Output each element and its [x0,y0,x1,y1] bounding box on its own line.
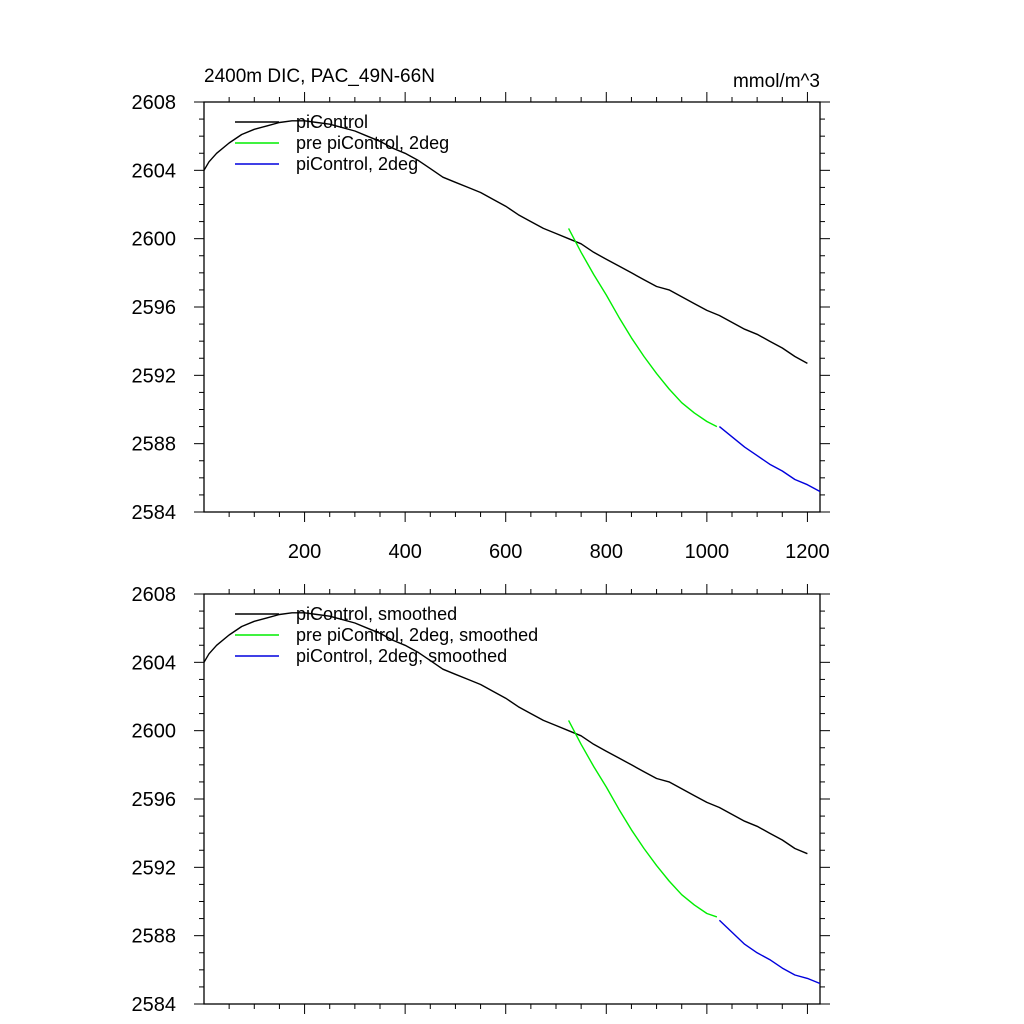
legend-label: piControl, 2deg [296,154,418,174]
y-tick-label: 2588 [132,926,177,948]
y-tick-label: 2608 [132,92,177,114]
panel-top: 2584 2588 2592 2596 2600 2604 2608 200 400 600 800… [132,92,830,563]
y-tick-label: 2584 [132,994,177,1016]
x-tick-label: 600 [489,541,522,563]
legend-label: piControl, 2deg, smoothed [296,646,507,666]
x-tick-label: 1200 [785,541,830,563]
y-tick-label: 2600 [132,229,177,251]
chart-title: 2400m DIC, PAC_49N-66N [204,66,435,87]
y-tick-label: 2592 [132,365,177,387]
y-tick-label: 2588 [132,434,177,456]
series-line [567,228,718,428]
units-label: mmol/m^3 [733,71,820,92]
y-tick-label: 2596 [132,789,177,811]
x-tick-label: 1000 [685,541,730,563]
legend-label: piControl, smoothed [296,604,457,624]
series-line [567,720,718,918]
series-line [718,426,821,493]
x-tick-label: 400 [388,541,421,563]
legend-label: pre piControl, 2deg, smoothed [296,625,538,645]
legend-label: pre piControl, 2deg [296,133,449,153]
series-line [203,120,808,365]
series-line [203,612,808,855]
y-tick-label: 2596 [132,297,177,319]
x-tick-label: 800 [590,541,623,563]
y-tick-label: 2604 [132,652,177,674]
y-tick-label: 2592 [132,857,177,879]
y-tick-label: 2604 [132,160,177,182]
series-line [718,919,821,985]
y-tick-label: 2608 [132,584,177,606]
panel-bottom: 2584 2588 2592 2596 2600 2604 2608 piControl, s… [132,584,830,1016]
legend-label: piControl [296,112,368,132]
x-tick-label: 200 [288,541,321,563]
y-tick-label: 2600 [132,721,177,743]
y-tick-label: 2584 [132,502,177,524]
